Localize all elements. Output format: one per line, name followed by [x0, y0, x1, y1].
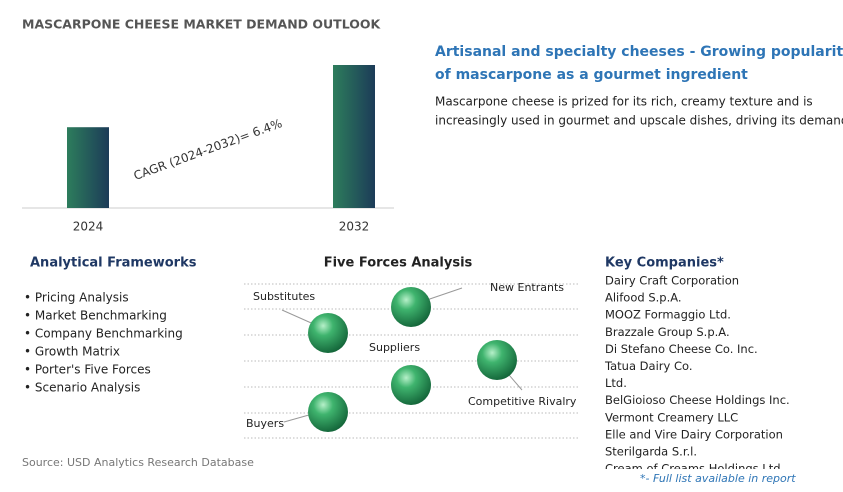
force-label: New Entrants — [490, 281, 564, 294]
company-item: Vermont Creamery LLC — [605, 410, 738, 424]
companies-list: Dairy Craft Corporation Alifood S.p.A. MOO… — [604, 274, 790, 476]
bar — [333, 65, 375, 208]
company-item: Di Stefano Cheese Co. Inc. — [605, 342, 758, 356]
source: Source: USD Analytics Research Database — [22, 456, 254, 469]
framework-item: • Growth Matrix — [24, 345, 120, 359]
x-tick-label: 2032 — [339, 220, 370, 234]
highlight-text: Mascarpone cheese is prized for its rich… — [435, 95, 813, 109]
companies-note: *- Full list available in report — [640, 472, 796, 485]
sphere — [477, 340, 517, 380]
framework-item: • Market Benchmarking — [24, 309, 167, 323]
company-item: MOOZ Formaggio Ltd. — [605, 308, 731, 322]
framework-item: • Pricing Analysis — [24, 291, 129, 305]
force-label: Buyers — [246, 417, 284, 430]
five-forces-title: Five Forces Analysis — [324, 256, 473, 271]
bar — [67, 127, 109, 208]
sphere — [308, 313, 348, 353]
frameworks-title: Analytical Frameworks — [30, 256, 197, 271]
framework-item: • Company Benchmarking — [24, 327, 183, 341]
company-item: Brazzale Group S.p.A. — [605, 325, 730, 339]
companies-title: Key Companies* — [605, 256, 724, 271]
highlight-heading: Artisanal and specialty cheeses - Growin… — [435, 44, 843, 60]
force-label: Suppliers — [369, 341, 420, 354]
framework-item: • Porter's Five Forces — [24, 363, 151, 377]
company-item: Cream of Creams Holdings Ltd — [605, 462, 781, 476]
sphere — [391, 287, 431, 327]
framework-item: • Scenario Analysis — [24, 381, 140, 395]
company-item: Dairy Craft Corporation — [605, 274, 739, 288]
company-item: Alifood S.p.A. — [605, 291, 682, 305]
sphere — [391, 365, 431, 405]
cagr-annotation: CAGR (2024-2032)= 6.4% — [132, 116, 284, 183]
highlight-heading: of mascarpone as a gourmet ingredient — [435, 67, 748, 83]
bar-chart: 2024 2032 — [67, 65, 375, 234]
x-tick-label: 2024 — [73, 220, 104, 234]
frameworks-list: • Pricing Analysis • Market Benchmarking •… — [24, 291, 183, 395]
company-item: Sterilgarda S.r.l. — [605, 445, 697, 459]
highlight-text: increasingly used in gourmet and upscale… — [435, 114, 843, 128]
title: MASCARPONE CHEESE MARKET DEMAND OUTLOOK — [22, 17, 381, 32]
company-item: Ltd. — [605, 376, 627, 390]
force-label: Competitive Rivalry — [468, 395, 577, 408]
company-item: BelGioioso Cheese Holdings Inc. — [605, 393, 790, 407]
force-label: Substitutes — [253, 290, 315, 303]
sphere — [308, 392, 348, 432]
company-item: Elle and Vire Dairy Corporation — [605, 427, 783, 441]
company-item: Tatua Dairy Co. — [604, 359, 692, 373]
